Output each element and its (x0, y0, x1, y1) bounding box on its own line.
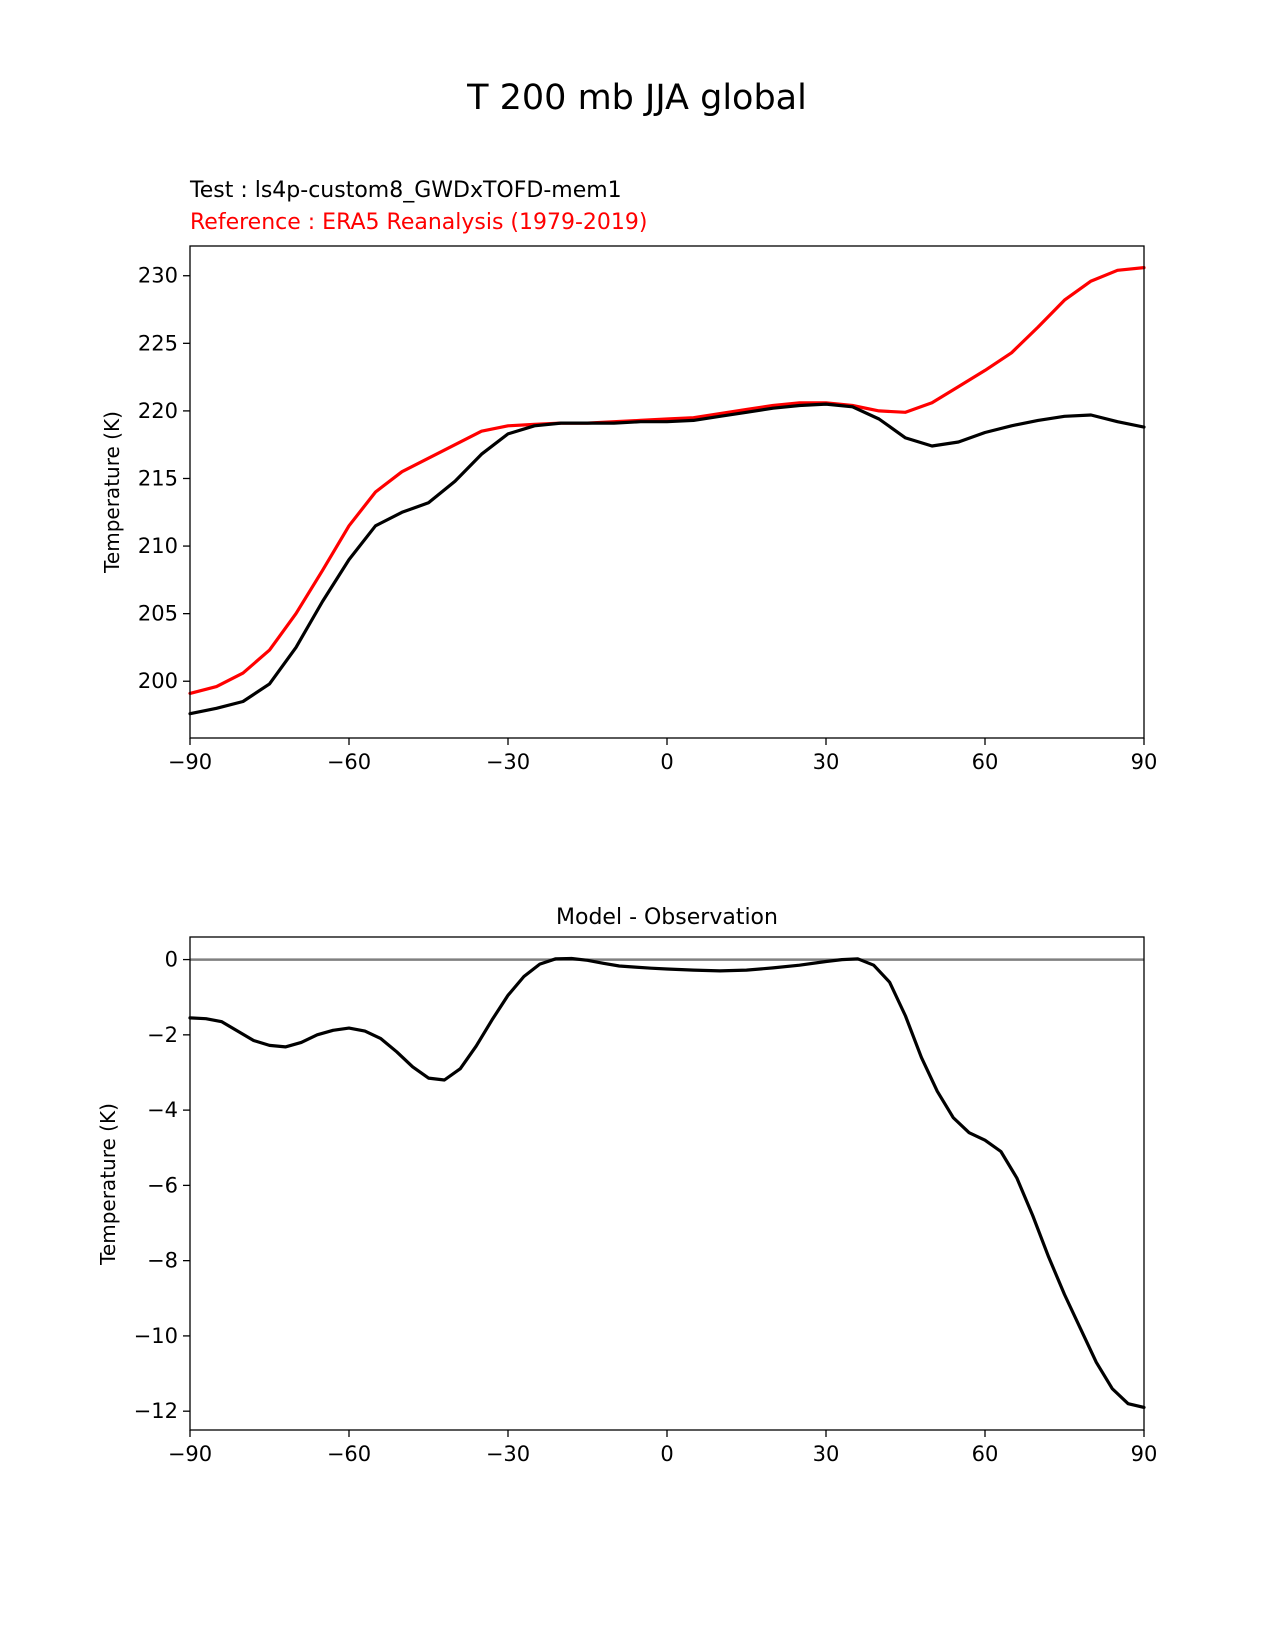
top-x-tick-label: −30 (486, 750, 530, 774)
top-x-tick-label: 90 (1131, 750, 1158, 774)
bot-y-tick-label: 0 (165, 948, 178, 972)
top-y-tick-label: 230 (138, 264, 178, 288)
bottom-plot-frame (189, 936, 1145, 1431)
bot-y-tick-label: −8 (147, 1249, 178, 1273)
bot-x-tick-label: 30 (813, 1442, 840, 1466)
top-y-ticks: 200 205 210 215 220 225 230 (138, 264, 190, 693)
top-y-axis-label: Temperature (K) (100, 411, 124, 574)
bot-x-tick-label: −90 (168, 1442, 212, 1466)
top-x-ticks: −90 −60 −30 0 30 60 90 (168, 738, 1158, 774)
bottom-difference-series-line (188, 956, 1146, 1409)
top-y-tick-label: 220 (138, 399, 178, 423)
bottom-x-ticks: −90 −60 −30 0 30 60 90 (168, 1430, 1158, 1466)
top-x-tick-label: 30 (813, 750, 840, 774)
top-y-tick-label: 215 (138, 466, 178, 490)
bottom-chart: Model - Observation Temperature (K) 0 −2 −… (96, 905, 1157, 1466)
top-reference-series-line (188, 266, 1146, 695)
top-y-tick-label: 205 (138, 602, 178, 626)
bot-y-tick-label: −4 (147, 1098, 178, 1122)
top-x-tick-label: −60 (327, 750, 371, 774)
bot-x-tick-label: −60 (327, 1442, 371, 1466)
bot-x-tick-label: 0 (660, 1442, 673, 1466)
top-x-tick-label: 0 (660, 750, 673, 774)
top-test-series-line (188, 402, 1146, 716)
bot-x-tick-label: 60 (972, 1442, 999, 1466)
figure-title: T 200 mb JJA global (466, 78, 807, 118)
top-reference-label: Reference : ERA5 Reanalysis (1979-2019) (190, 210, 648, 235)
top-y-tick-label: 225 (138, 331, 178, 355)
bottom-y-ticks: 0 −2 −4 −6 −8 −10 −12 (134, 948, 190, 1423)
bot-y-tick-label: −10 (134, 1324, 178, 1348)
bot-x-tick-label: −30 (486, 1442, 530, 1466)
top-y-tick-label: 210 (138, 534, 178, 558)
bot-y-tick-label: −6 (147, 1173, 178, 1197)
bottom-y-axis-label: Temperature (K) (96, 1103, 120, 1266)
bot-x-tick-label: 90 (1131, 1442, 1158, 1466)
bot-y-tick-label: −12 (134, 1399, 178, 1423)
top-chart: Test : ls4p-custom8_GWDxTOFD-mem1 Refere… (100, 178, 1157, 774)
top-y-tick-label: 200 (138, 669, 178, 693)
top-x-tick-label: 60 (972, 750, 999, 774)
bot-y-tick-label: −2 (147, 1023, 178, 1047)
bottom-chart-title: Model - Observation (556, 905, 778, 930)
top-x-tick-label: −90 (168, 750, 212, 774)
top-plot-frame (189, 245, 1145, 739)
top-test-label: Test : ls4p-custom8_GWDxTOFD-mem1 (189, 178, 622, 203)
